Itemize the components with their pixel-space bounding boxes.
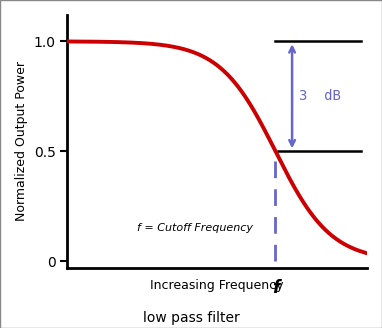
Text: f = Cutoff Frequency: f = Cutoff Frequency bbox=[137, 223, 253, 233]
Text: low pass filter: low pass filter bbox=[142, 311, 240, 325]
Text: 3  dB: 3 dB bbox=[299, 89, 341, 103]
X-axis label: Increasing Frequency: Increasing Frequency bbox=[151, 279, 284, 292]
Y-axis label: Normalized Output Power: Normalized Output Power bbox=[15, 61, 28, 221]
Text: f: f bbox=[272, 278, 279, 297]
